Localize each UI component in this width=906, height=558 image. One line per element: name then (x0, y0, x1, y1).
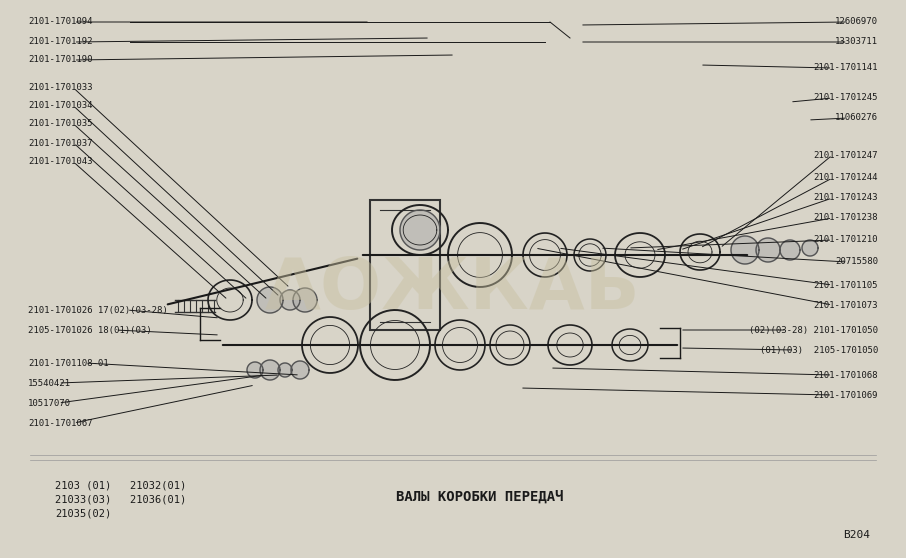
Text: АОЖКАЬ: АОЖКАЬ (265, 256, 641, 325)
Text: 11060276: 11060276 (835, 113, 878, 123)
Text: 2101-1701247: 2101-1701247 (814, 151, 878, 160)
Text: 21033(03)   21036(01): 21033(03) 21036(01) (55, 494, 187, 504)
Text: 2101-1701245: 2101-1701245 (814, 94, 878, 103)
Polygon shape (731, 236, 759, 264)
Text: 2101-1701094: 2101-1701094 (28, 17, 92, 26)
Polygon shape (260, 360, 280, 380)
Text: 2101-1701037: 2101-1701037 (28, 138, 92, 147)
Text: 2101-1701108-01: 2101-1701108-01 (28, 358, 109, 368)
Text: 12606970: 12606970 (835, 17, 878, 26)
Text: (01)(03)  2105-1701050: (01)(03) 2105-1701050 (760, 345, 878, 354)
Text: 2101-1701192: 2101-1701192 (28, 37, 92, 46)
Polygon shape (756, 238, 780, 262)
Text: 2101-1701073: 2101-1701073 (814, 301, 878, 310)
Polygon shape (257, 287, 283, 313)
Text: 2101-1701035: 2101-1701035 (28, 119, 92, 128)
Text: ВАЛЫ КОРОБКИ ПЕРЕДАЧ: ВАЛЫ КОРОБКИ ПЕРЕДАЧ (396, 490, 564, 504)
Text: 2101-1701210: 2101-1701210 (814, 235, 878, 244)
Text: 21035(02): 21035(02) (55, 508, 111, 518)
Polygon shape (280, 290, 300, 310)
Text: 2105-1701026 18(01)(03): 2105-1701026 18(01)(03) (28, 325, 151, 334)
Polygon shape (291, 361, 309, 379)
Text: 2101-1701238: 2101-1701238 (814, 214, 878, 223)
Text: 2101-1701141: 2101-1701141 (814, 64, 878, 73)
Text: 2101-1701244: 2101-1701244 (814, 174, 878, 182)
Text: 2103 (01)   21032(01): 2103 (01) 21032(01) (55, 480, 187, 490)
Text: В204: В204 (843, 530, 870, 540)
Polygon shape (780, 240, 800, 260)
Text: 20715580: 20715580 (835, 257, 878, 267)
Text: 2101-1701243: 2101-1701243 (814, 194, 878, 203)
Polygon shape (293, 288, 317, 312)
Polygon shape (247, 362, 263, 378)
Text: 15540421: 15540421 (28, 378, 71, 387)
Text: 10517070: 10517070 (28, 398, 71, 407)
Text: 2101-1701190: 2101-1701190 (28, 55, 92, 65)
Text: (02)(03-28) 2101-1701050: (02)(03-28) 2101-1701050 (749, 325, 878, 334)
Text: 2101-1701068: 2101-1701068 (814, 371, 878, 379)
Polygon shape (278, 363, 292, 377)
Bar (370, 200, 440, 330)
Polygon shape (400, 210, 440, 250)
Text: 2101-1701033: 2101-1701033 (28, 84, 92, 93)
Text: 2101-1701034: 2101-1701034 (28, 102, 92, 110)
Text: 2101-1701105: 2101-1701105 (814, 281, 878, 290)
Text: 2101-1701043: 2101-1701043 (28, 157, 92, 166)
Text: 2101-1701026 17(02)(03-28): 2101-1701026 17(02)(03-28) (28, 305, 168, 315)
Text: 2101-1701067: 2101-1701067 (28, 418, 92, 427)
Text: 2101-1701069: 2101-1701069 (814, 391, 878, 400)
Polygon shape (802, 240, 818, 256)
Text: 13303711: 13303711 (835, 37, 878, 46)
